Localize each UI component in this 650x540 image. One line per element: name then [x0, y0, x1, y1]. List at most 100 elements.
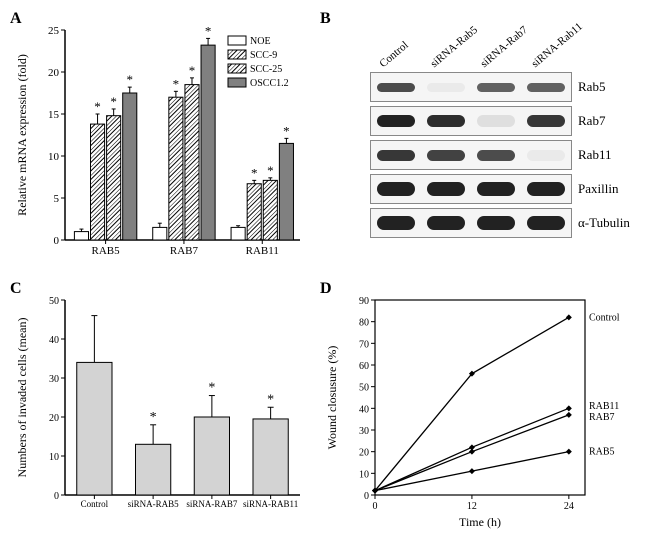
blot-band — [477, 216, 515, 230]
panel-d: D 010203040506070809001224Wound closusur… — [320, 280, 650, 530]
svg-text:0: 0 — [373, 501, 378, 512]
svg-text:Control: Control — [81, 499, 109, 509]
panel-c-label: C — [10, 280, 22, 298]
svg-text:*: * — [208, 381, 215, 396]
svg-text:Relative mRNA expression (fold: Relative mRNA expression (fold) — [15, 54, 29, 216]
svg-text:*: * — [110, 94, 117, 109]
blot-row: Paxillin — [370, 174, 650, 204]
blot-row-label: Paxillin — [578, 181, 618, 197]
svg-text:15: 15 — [48, 109, 60, 121]
svg-text:*: * — [267, 163, 274, 178]
panel-a: A 0 5 10 15 20 25 Relative mRNA expression (fo… — [10, 10, 310, 270]
blot-strip — [370, 174, 572, 204]
svg-text:5: 5 — [54, 193, 60, 205]
svg-text:0: 0 — [54, 235, 60, 247]
svg-text:40: 40 — [49, 335, 59, 346]
svg-text:*: * — [189, 63, 196, 78]
svg-text:*: * — [251, 165, 258, 180]
svg-text:80: 80 — [359, 318, 369, 329]
blot-band — [477, 115, 515, 127]
panel-d-label: D — [320, 280, 332, 298]
svg-text:25: 25 — [48, 25, 60, 37]
panel-c-chart: 0 10 20 30 40 50 Numbers of invaded cells (mea… — [10, 280, 310, 530]
svg-text:20: 20 — [359, 448, 369, 459]
svg-text:50: 50 — [359, 383, 369, 394]
blot-band — [427, 150, 465, 161]
blot-band — [477, 83, 515, 92]
blot-row-label: Rab7 — [578, 113, 605, 129]
panel-b: B Control siRNA-Rab5 siRNA-Rab7 siRNA-Rab11… — [320, 10, 650, 270]
lane-label: siRNA-Rab5 — [428, 35, 466, 70]
svg-text:OSCC1.2: OSCC1.2 — [250, 78, 289, 89]
blot-row-label: Rab5 — [578, 79, 605, 95]
blot-band — [477, 182, 515, 196]
blot-band — [527, 182, 565, 196]
svg-text:*: * — [173, 76, 180, 91]
blot-row: Rab5 — [370, 72, 650, 102]
svg-text:50: 50 — [49, 296, 59, 307]
blot-lane-labels: Control siRNA-Rab5 siRNA-Rab7 siRNA-Rab11 — [370, 20, 572, 70]
svg-text:Time (h): Time (h) — [459, 515, 501, 529]
svg-text:20: 20 — [49, 413, 59, 424]
svg-text:RAB11: RAB11 — [246, 245, 279, 257]
svg-text:30: 30 — [49, 374, 59, 385]
lane-label: Control — [378, 35, 416, 70]
panel-c: C 0 10 20 30 40 50 Numbers of invaded cells (m… — [10, 280, 310, 530]
svg-text:60: 60 — [359, 361, 369, 372]
blot-band — [527, 83, 565, 92]
blot-band — [377, 216, 415, 230]
svg-text:*: * — [150, 410, 157, 425]
blot-band — [377, 182, 415, 196]
svg-text:*: * — [205, 23, 212, 38]
svg-text:NOE: NOE — [250, 36, 271, 47]
svg-text:20: 20 — [48, 67, 60, 79]
blot-band — [527, 150, 565, 161]
blot-row: Rab7 — [370, 106, 650, 136]
svg-text:0: 0 — [54, 491, 59, 502]
svg-text:10: 10 — [48, 151, 60, 163]
blot-band — [377, 83, 415, 92]
svg-text:*: * — [267, 392, 274, 407]
svg-text:40: 40 — [359, 404, 369, 415]
svg-text:0: 0 — [364, 491, 369, 502]
blot-row: Rab11 — [370, 140, 650, 170]
svg-text:10: 10 — [359, 469, 369, 480]
svg-text:90: 90 — [359, 296, 369, 307]
svg-text:RAB5: RAB5 — [92, 245, 121, 257]
svg-text:30: 30 — [359, 426, 369, 437]
svg-text:*: * — [127, 72, 134, 87]
svg-text:*: * — [283, 123, 290, 138]
svg-text:RAB7: RAB7 — [170, 245, 199, 257]
blot-band — [377, 115, 415, 127]
blot-band — [427, 115, 465, 127]
lane-label: siRNA-Rab7 — [479, 35, 517, 70]
svg-text:Numbers of invaded cells (mean: Numbers of invaded cells (mean) — [15, 318, 29, 478]
blot-strip — [370, 72, 572, 102]
blot-band — [527, 216, 565, 230]
blot-band — [477, 150, 515, 161]
svg-text:10: 10 — [49, 452, 59, 463]
svg-text:siRNA-RAB7: siRNA-RAB7 — [186, 499, 238, 509]
svg-text:RAB11: RAB11 — [589, 401, 619, 412]
blot-row: α-Tubulin — [370, 208, 650, 238]
panel-a-label: A — [10, 10, 22, 28]
blot-strip — [370, 140, 572, 170]
svg-text:SCC-9: SCC-9 — [250, 50, 277, 61]
svg-text:Wound closusure (%): Wound closusure (%) — [325, 346, 339, 450]
blot-strip — [370, 106, 572, 136]
svg-text:*: * — [94, 99, 101, 114]
svg-text:12: 12 — [467, 501, 477, 512]
blot-band — [427, 83, 465, 92]
blot-rows: Rab5 Rab7 Rab11 Paxillin α-Tubulin — [370, 72, 650, 238]
blot-band — [377, 150, 415, 161]
lane-label: siRNA-Rab11 — [529, 35, 567, 70]
svg-text:siRNA-RAB5: siRNA-RAB5 — [128, 499, 180, 509]
blot-row-label: α-Tubulin — [578, 215, 630, 231]
blot-strip — [370, 208, 572, 238]
panel-a-chart: 0 5 10 15 20 25 Relative mRNA expression (fold… — [10, 10, 310, 270]
panel-b-label: B — [320, 10, 331, 28]
panel-d-chart: 010203040506070809001224Wound closusure … — [320, 280, 640, 530]
blot-band — [527, 115, 565, 127]
svg-text:70: 70 — [359, 339, 369, 350]
svg-text:RAB7: RAB7 — [589, 412, 615, 423]
